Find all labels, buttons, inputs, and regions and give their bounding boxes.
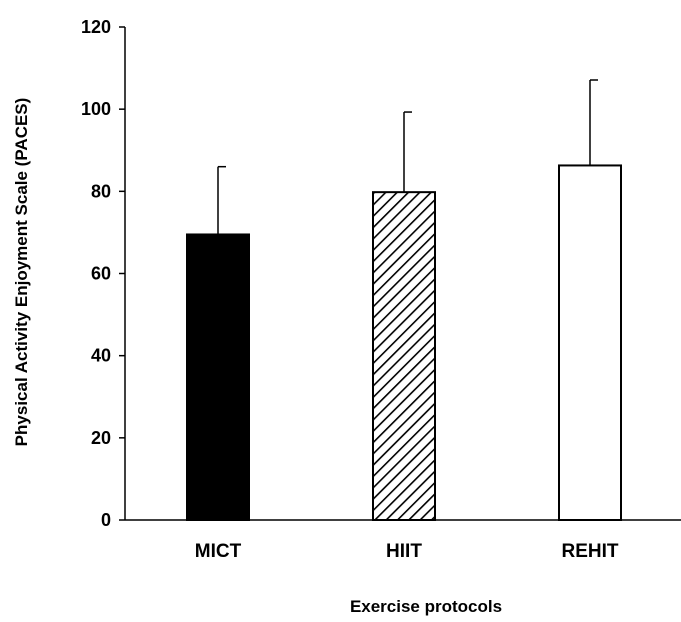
x-tick-label: MICT: [195, 541, 242, 562]
y-axis-title: Physical Activity Enjoyment Scale (PACES…: [12, 98, 31, 447]
y-tick-label: 20: [91, 428, 111, 448]
x-tick-label: HIIT: [386, 541, 422, 562]
bar-hiit: [372, 191, 436, 521]
y-tick-label: 60: [91, 264, 111, 284]
x-axis-title: Exercise protocols: [350, 597, 502, 616]
y-tick-label: 40: [91, 346, 111, 366]
bar-mict: [186, 233, 250, 522]
bar-rehit: [558, 164, 622, 521]
x-tick-label: REHIT: [562, 541, 619, 562]
y-tick-label: 100: [81, 99, 111, 119]
y-tick-label: 80: [91, 181, 111, 201]
y-tick-label: 120: [81, 17, 111, 37]
y-tick-label: 0: [101, 510, 111, 530]
